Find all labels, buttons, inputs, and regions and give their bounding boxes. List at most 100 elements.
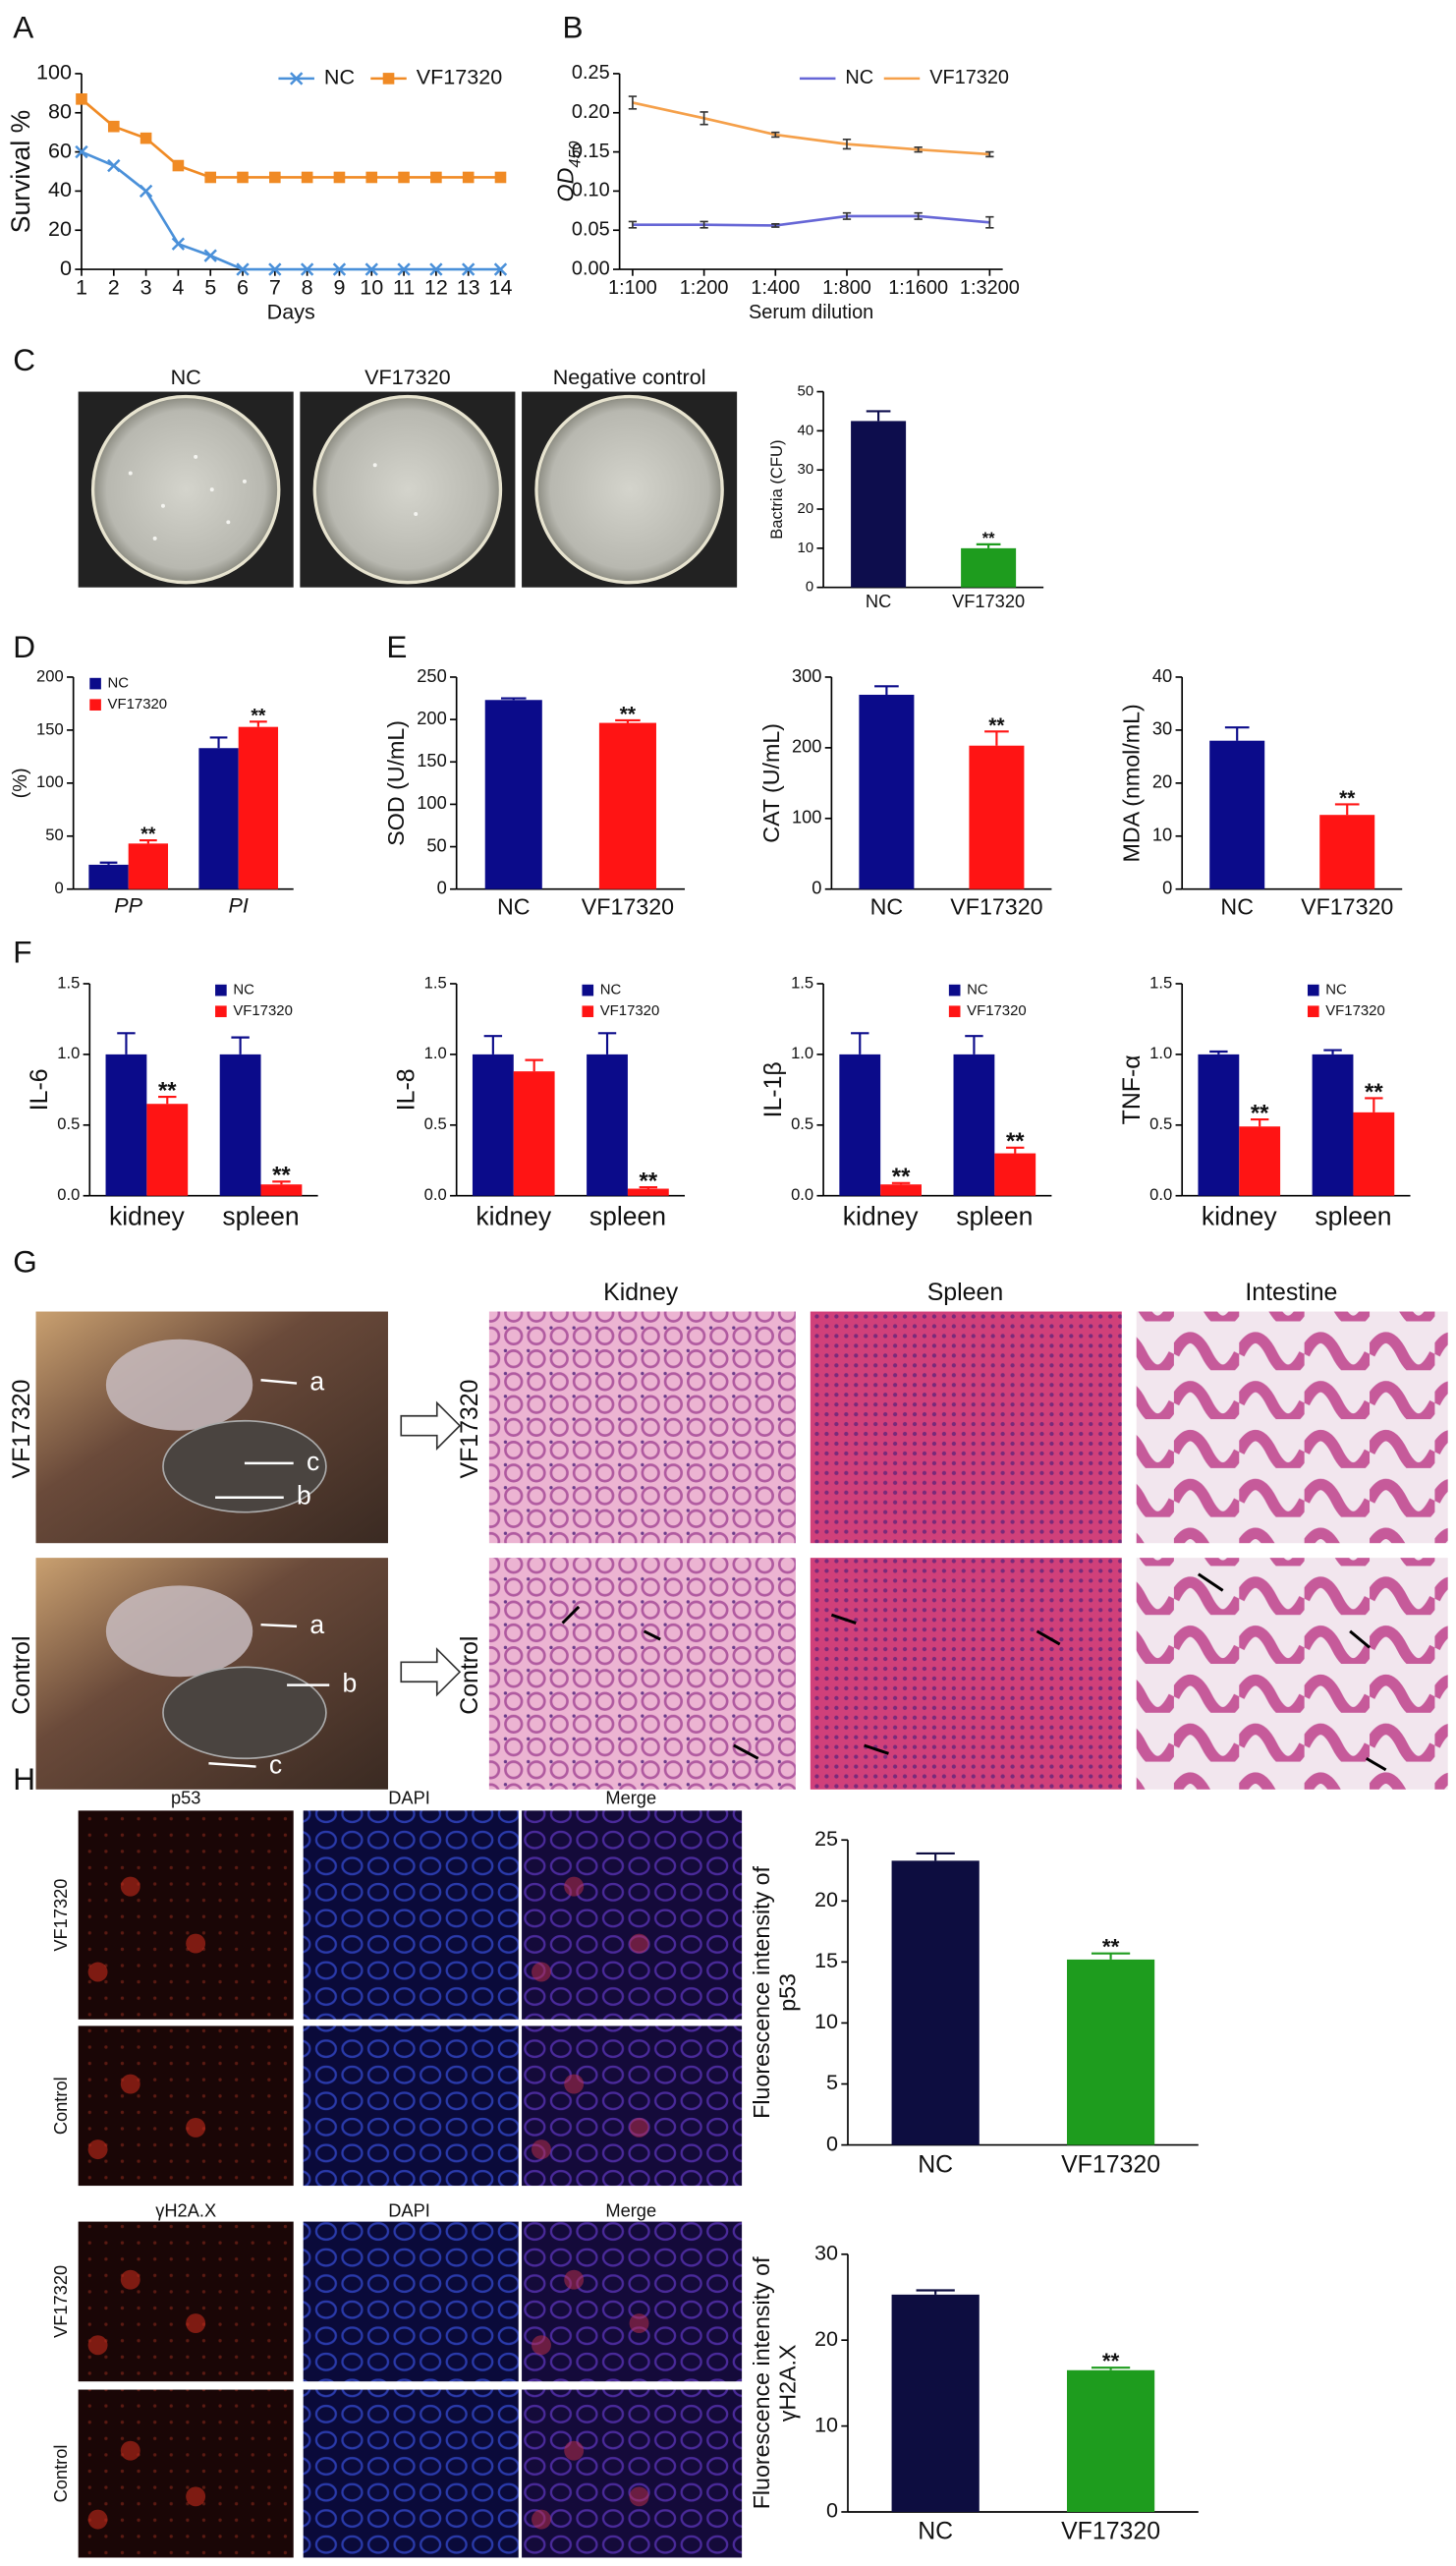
y-tick-label: 0.20 [572,101,610,123]
marker [333,171,346,184]
callout-label: a [309,1367,324,1397]
marker [172,159,185,172]
significance-label: ** [251,705,266,726]
marker [268,262,282,276]
significance-label: ** [988,714,1005,737]
marker [462,171,475,184]
panel-letter: H [13,1761,35,1796]
y-tick-label: 20 [48,216,72,241]
error-bar [1334,803,1360,816]
column-label: Merge [605,1788,656,1808]
error-bar [842,211,852,220]
error-bar [1091,1952,1131,1960]
red-spot [564,2440,585,2461]
bar [891,1860,980,2145]
y-tick-label: 300 [792,665,821,686]
legend-swatch [948,1005,961,1017]
x-tick-label: spleen [589,1201,666,1230]
red-spot [87,2509,108,2530]
fluorescence-photo [522,1810,743,2020]
panel-letter: G [13,1244,37,1280]
y-tick-label: 10 [798,540,814,556]
red-spot [120,2269,140,2290]
legend-swatch [582,984,594,997]
marker [237,171,249,184]
row-label: VF17320 [456,1380,483,1479]
error-bar [597,1032,617,1055]
marker [171,237,186,251]
error-bar [1365,1097,1383,1112]
legend-label: NC [233,982,254,998]
error-bar [272,1180,291,1185]
y-tick-label: 0.5 [791,1114,813,1133]
significance-label: ** [140,824,156,845]
histology-photo [1136,1558,1448,1790]
error-bar [771,223,780,228]
colony [209,487,214,492]
x-tick-label: 2 [108,275,120,300]
petri-dish [90,394,281,585]
x-tick-label: VF17320 [1061,2150,1160,2178]
callout-arrow [208,1762,256,1768]
column-label: γH2A.X [155,2199,216,2220]
y-axis-label: SOD (U/mL) [383,720,409,846]
y-tick-label: 1.5 [57,973,80,992]
pointer-arrow [561,1605,581,1625]
error-bar [639,1186,658,1189]
y-tick-label: 150 [36,719,64,738]
bar [105,1054,147,1196]
x-tick-label: kidney [476,1201,551,1230]
bar [146,1104,189,1196]
y-tick-label: 30 [798,461,814,478]
bar [1312,1054,1354,1196]
x-tick-label: NC [497,894,531,920]
y-tick-label: 0 [60,256,72,280]
error-bar [771,131,780,139]
panel-letter: F [13,934,31,969]
y-tick-label: 1.5 [1149,973,1172,992]
fluorescence-photo [522,2221,743,2382]
row-label: Control [8,1636,35,1715]
marker [397,262,411,276]
red-spot [120,2074,140,2094]
pointer-arrow [1349,1629,1371,1649]
pointer-arrow [643,1629,661,1641]
y-tick-label: 1.0 [791,1044,813,1062]
y-tick-label: 0.5 [1149,1114,1172,1133]
fluorescence-photo [303,2025,519,2187]
fluorescence-photo [78,2389,294,2558]
y-tick-label: 30 [1152,718,1172,739]
column-label: DAPI [388,1788,430,1808]
legend-label: NC [967,982,988,998]
colony [414,512,419,517]
x-tick-label: VF17320 [952,591,1025,611]
x-tick-label: 1:3200 [960,277,1020,299]
legend-swatch [215,1005,227,1017]
callout-label: b [343,1669,358,1698]
error-bar [916,1852,955,1861]
legend-label: VF17320 [417,65,503,89]
x-tick-label: PP [114,893,142,918]
pointer-arrow [1036,1629,1061,1646]
column-label: Intestine [1245,1279,1337,1306]
x-tick-label: VF17320 [582,894,674,920]
y-tick-label: 0.15 [572,141,610,162]
error-bar [500,697,527,701]
marker [139,184,153,199]
y-tick-label: 0.00 [572,257,610,279]
bar [851,421,907,588]
y-tick-label: 30 [814,2240,838,2264]
x-tick-label: kidney [843,1201,919,1230]
bar [1066,1959,1155,2145]
y-tick-label: 100 [792,807,821,827]
y-tick-label: 0.10 [572,180,610,201]
marker [140,132,152,144]
bar [513,1071,555,1196]
legend-swatch [948,984,961,997]
x-tick-label: 12 [424,275,448,300]
bar [587,1054,628,1196]
y-tick-label: 200 [792,736,821,757]
column-label: Kidney [603,1279,679,1306]
significance-label: ** [1006,1128,1025,1155]
bar [260,1184,303,1196]
